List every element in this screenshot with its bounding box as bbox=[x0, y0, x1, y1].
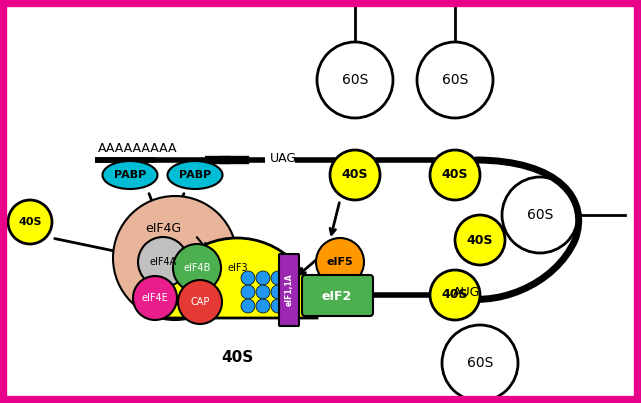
Circle shape bbox=[271, 271, 285, 285]
Circle shape bbox=[271, 299, 285, 313]
Circle shape bbox=[271, 285, 285, 299]
Circle shape bbox=[133, 276, 177, 320]
Circle shape bbox=[316, 238, 364, 286]
Text: 60S: 60S bbox=[467, 356, 493, 370]
Text: UAG: UAG bbox=[270, 152, 297, 164]
Text: PABP: PABP bbox=[114, 170, 146, 180]
Circle shape bbox=[317, 42, 393, 118]
Circle shape bbox=[138, 237, 188, 287]
Ellipse shape bbox=[103, 161, 158, 189]
Circle shape bbox=[442, 325, 518, 401]
Circle shape bbox=[241, 299, 255, 313]
Text: eIF4B: eIF4B bbox=[183, 263, 211, 273]
Circle shape bbox=[330, 150, 380, 200]
Circle shape bbox=[8, 200, 52, 244]
Circle shape bbox=[417, 42, 493, 118]
Circle shape bbox=[241, 285, 255, 299]
Text: eIF4G: eIF4G bbox=[145, 222, 181, 235]
Circle shape bbox=[241, 271, 255, 285]
Circle shape bbox=[256, 299, 270, 313]
Text: 40S: 40S bbox=[442, 289, 468, 301]
Text: 40S: 40S bbox=[221, 351, 253, 366]
Text: 40S: 40S bbox=[467, 233, 494, 247]
Text: 60S: 60S bbox=[342, 73, 368, 87]
Circle shape bbox=[502, 177, 578, 253]
Circle shape bbox=[430, 270, 480, 320]
FancyBboxPatch shape bbox=[279, 254, 299, 326]
Text: 60S: 60S bbox=[527, 208, 553, 222]
Text: eIF4E: eIF4E bbox=[142, 293, 169, 303]
Circle shape bbox=[256, 271, 270, 285]
Circle shape bbox=[173, 244, 221, 292]
Circle shape bbox=[256, 285, 270, 299]
Text: AUG: AUG bbox=[453, 287, 480, 299]
Text: 40S: 40S bbox=[342, 168, 368, 181]
Text: 40S: 40S bbox=[18, 217, 42, 227]
Circle shape bbox=[455, 215, 505, 265]
Text: eIF5: eIF5 bbox=[327, 257, 353, 267]
FancyBboxPatch shape bbox=[302, 275, 373, 316]
Text: 60S: 60S bbox=[442, 73, 468, 87]
Wedge shape bbox=[157, 238, 317, 318]
Text: AAAAAAAAA: AAAAAAAAA bbox=[98, 141, 178, 154]
Text: CAP: CAP bbox=[190, 297, 210, 307]
Text: eIF4A: eIF4A bbox=[149, 257, 177, 267]
Ellipse shape bbox=[167, 161, 222, 189]
Text: eIF3: eIF3 bbox=[228, 263, 249, 273]
Circle shape bbox=[113, 196, 237, 320]
Circle shape bbox=[430, 150, 480, 200]
Text: eIF1,1A: eIF1,1A bbox=[285, 274, 294, 306]
Text: 40S: 40S bbox=[442, 168, 468, 181]
Circle shape bbox=[178, 280, 222, 324]
Text: PABP: PABP bbox=[179, 170, 211, 180]
Text: eIF2: eIF2 bbox=[322, 289, 352, 303]
